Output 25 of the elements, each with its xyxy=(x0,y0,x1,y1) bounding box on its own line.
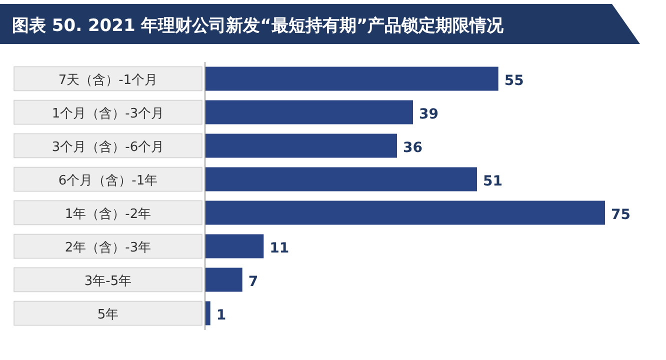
bar xyxy=(205,200,605,225)
data-label: 11 xyxy=(270,240,290,256)
bar xyxy=(205,234,264,258)
data-label: 1 xyxy=(216,307,226,324)
y-tick-label: 1个月（含）-3个月 xyxy=(52,106,164,122)
data-label: 7 xyxy=(248,274,258,290)
data-label: 39 xyxy=(419,106,438,122)
y-tick-label: 3年-5年 xyxy=(84,274,132,289)
bar xyxy=(205,134,397,158)
bar xyxy=(205,66,498,91)
y-tick-label: 1年（含）-2年 xyxy=(64,206,152,222)
chart-title: 图表 50. 2021 年理财公司新发“最短持有期”产品锁定期限情况 xyxy=(12,16,505,36)
data-label: 36 xyxy=(403,140,422,156)
data-label: 51 xyxy=(483,173,502,190)
bar xyxy=(205,167,477,192)
y-tick-label: 3个月（含）-6个月 xyxy=(52,140,164,155)
y-tick-label: 5年 xyxy=(97,307,119,322)
bar xyxy=(205,268,242,292)
y-tick-label: 6个月（含）-1年 xyxy=(58,173,158,188)
y-tick-label: 2年（含）-3年 xyxy=(64,240,152,256)
bar xyxy=(205,301,210,326)
bar xyxy=(205,100,413,124)
data-label: 75 xyxy=(611,206,630,223)
y-tick-label: 7天（含）-1个月 xyxy=(58,72,158,88)
data-label: 55 xyxy=(504,72,524,89)
